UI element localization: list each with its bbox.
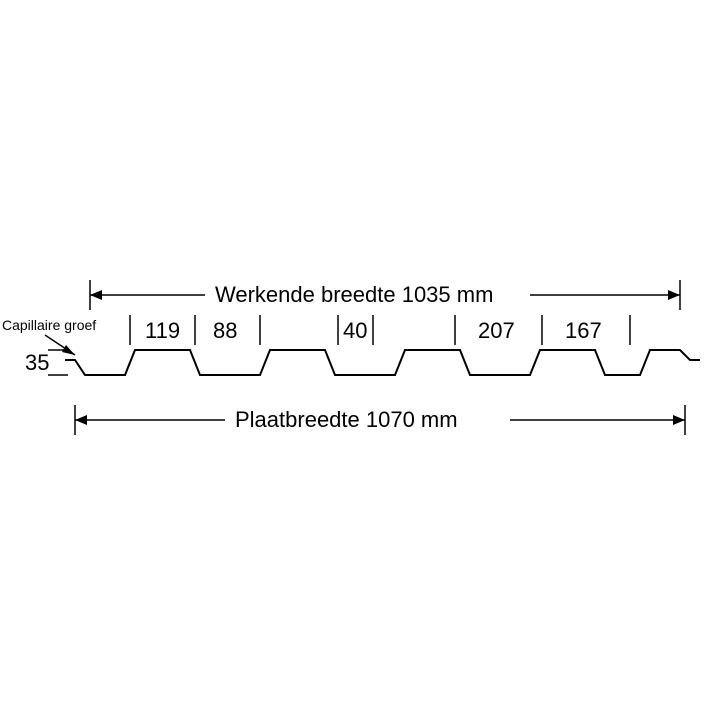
- segment-label-167: 167: [565, 318, 602, 343]
- working-width-label: Werkende breedte 1035 mm: [215, 282, 493, 307]
- capillary-label: Capillaire groef: [2, 317, 96, 333]
- height-dimension: 35: [25, 350, 68, 375]
- height-label: 35: [25, 350, 49, 375]
- sheet-width-dimension: Plaatbreedte 1070 mm: [75, 405, 685, 435]
- segment-label-88: 88: [213, 318, 237, 343]
- segment-dimensions: 119 88 40 207 167: [130, 315, 630, 345]
- sheet-width-label: Plaatbreedte 1070 mm: [235, 407, 458, 432]
- working-width-dimension: Werkende breedte 1035 mm: [90, 280, 680, 310]
- profile-path: [65, 350, 700, 375]
- segment-label-40: 40: [343, 318, 367, 343]
- segment-label-207: 207: [478, 318, 515, 343]
- profile-diagram: 35 Capillaire groef Werkende breedte 103…: [0, 0, 725, 725]
- segment-label-119: 119: [145, 318, 180, 343]
